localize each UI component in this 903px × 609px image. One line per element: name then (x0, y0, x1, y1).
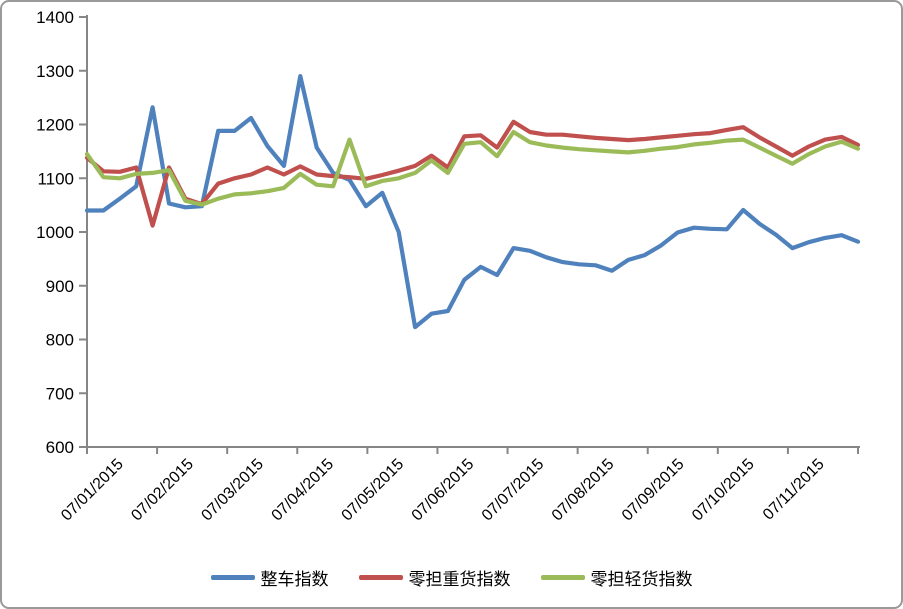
legend-swatch-line (540, 575, 585, 580)
x-tick-label: 07/11/2015 (760, 456, 828, 524)
series-line-0 (84, 73, 861, 330)
y-axis: 600 700 800 900 1000 1100 1200 1300 1400 (36, 8, 88, 457)
y-tick-label: 700 (46, 384, 74, 403)
x-tick-label: 07/06/2015 (409, 456, 478, 525)
legend-swatch-line (210, 575, 255, 580)
x-tick-label: 07/05/2015 (339, 456, 408, 525)
x-tick-label: 07/01/2015 (58, 456, 127, 525)
legend-item: 整车指数 (210, 565, 329, 590)
y-tick-label: 600 (46, 438, 74, 457)
x-tick-label: 07/08/2015 (549, 456, 618, 525)
series-line-1 (84, 119, 861, 228)
y-tick-label: 800 (46, 331, 74, 350)
y-tick-label: 1000 (36, 223, 74, 242)
legend-label: 零担重货指数 (408, 570, 511, 589)
series-line-2 (84, 129, 861, 207)
x-axis: 07/01/2015 07/02/2015 07/03/2015 07/04/2015… (58, 446, 860, 525)
legend-item: 零担重货指数 (358, 565, 511, 590)
y-tick-label: 900 (46, 277, 74, 296)
x-tick-label: 07/04/2015 (269, 456, 338, 525)
x-tick-label: 07/07/2015 (479, 456, 548, 525)
x-tick-label: 07/09/2015 (619, 456, 688, 525)
legend-label: 整车指数 (260, 570, 329, 589)
y-tick-label: 1400 (36, 8, 74, 27)
legend-swatch-line (358, 575, 403, 580)
x-tick-label: 07/02/2015 (128, 456, 197, 525)
x-tick-label: 07/10/2015 (689, 456, 758, 525)
legend-label: 零担轻货指数 (590, 570, 693, 589)
y-tick-label: 1100 (37, 169, 74, 188)
y-tick-label: 1200 (36, 116, 74, 135)
legend-item: 零担轻货指数 (540, 565, 693, 590)
y-tick-label: 1300 (36, 62, 74, 81)
x-tick-label: 07/03/2015 (198, 456, 267, 525)
chart-legend: 整车指数 零担重货指数 零担轻货指数 (2, 565, 901, 590)
